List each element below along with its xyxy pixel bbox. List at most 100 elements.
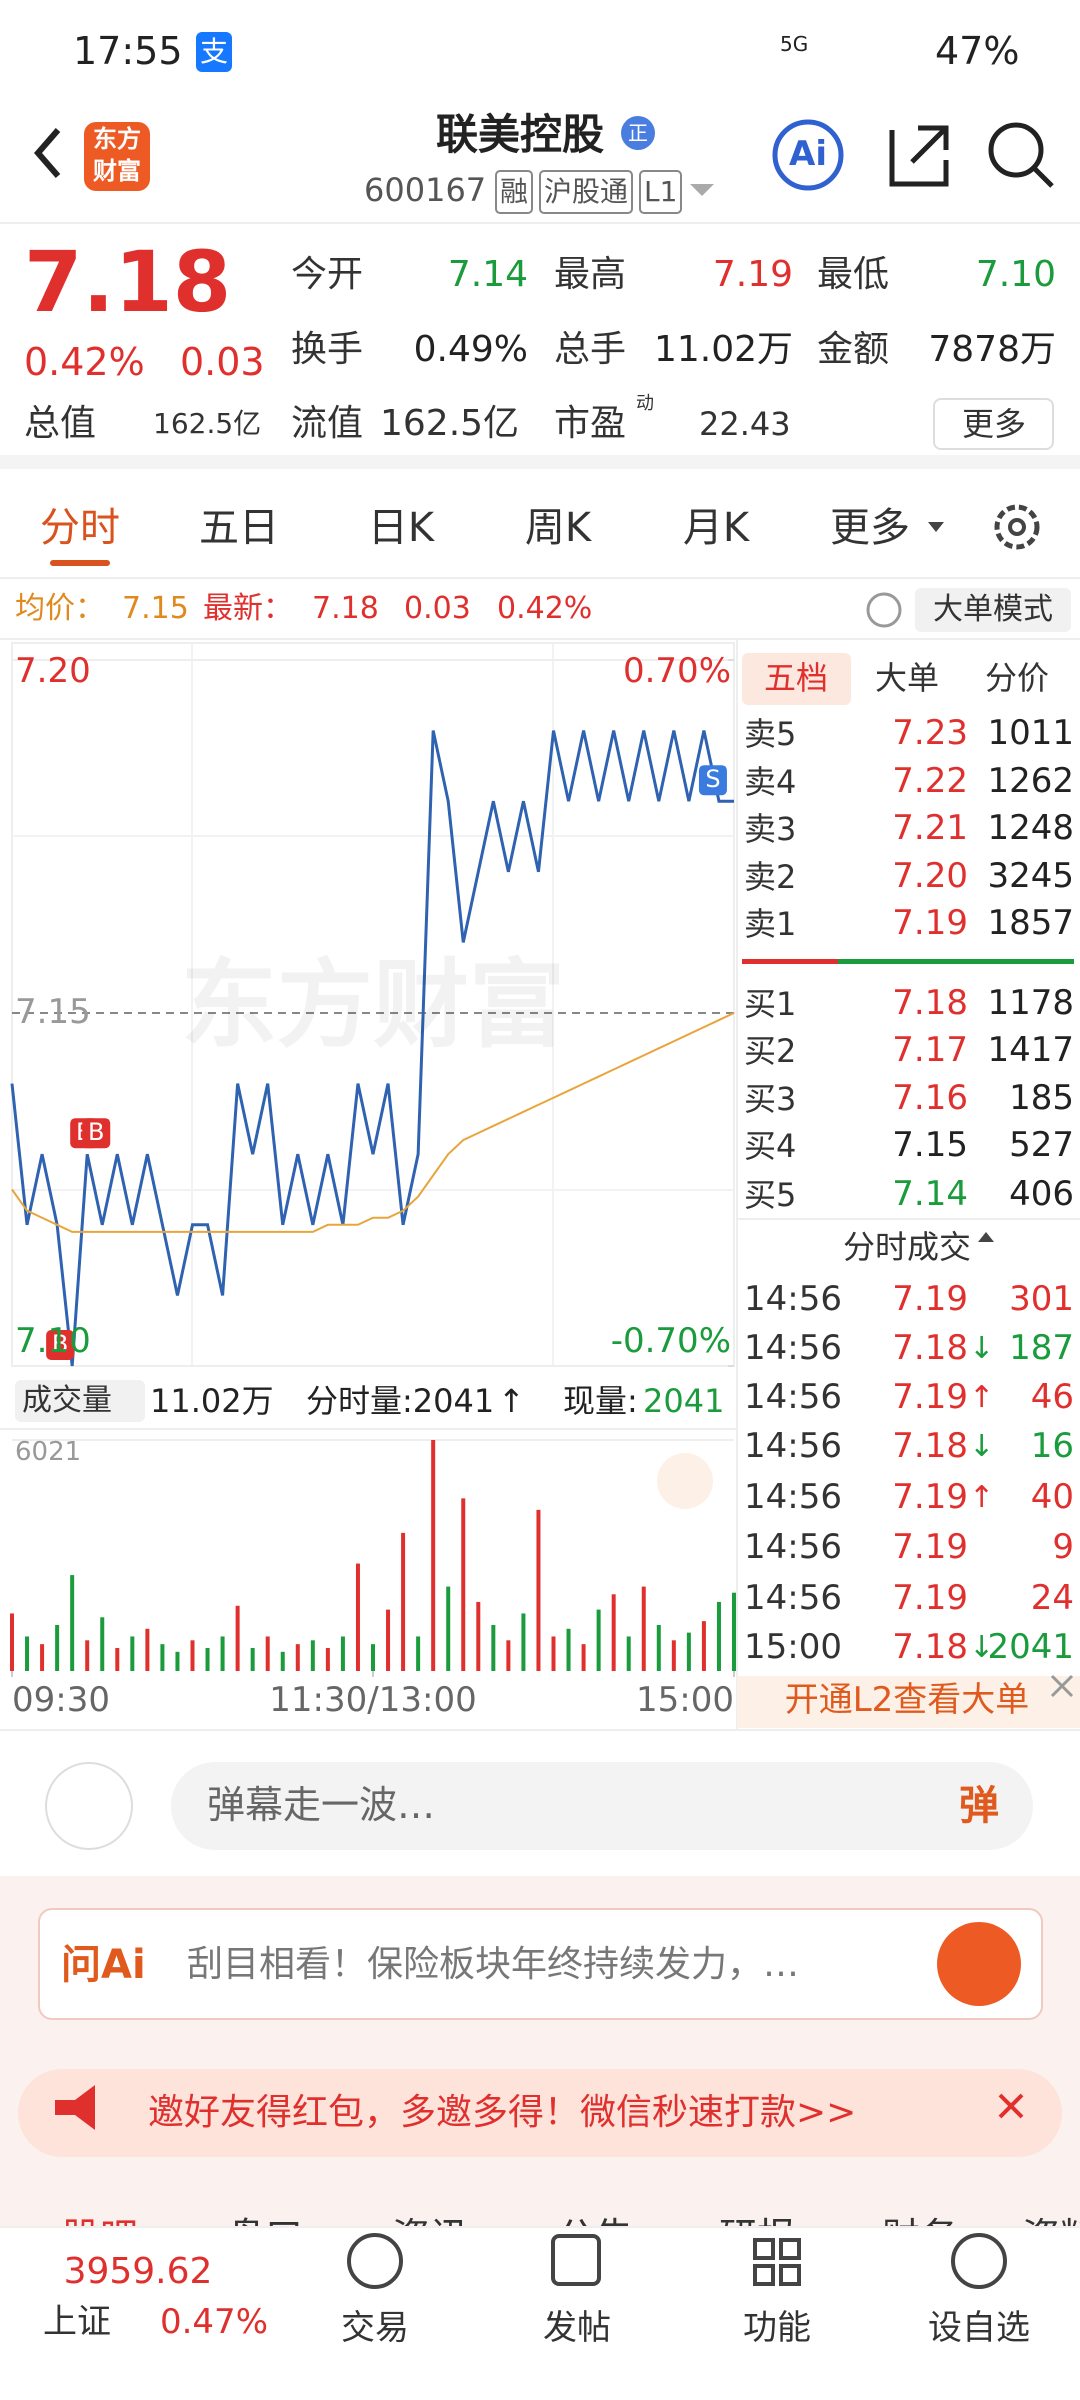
danmaku-button[interactable]: 弹 — [959, 1783, 999, 1829]
field-label: 总手 — [554, 328, 627, 370]
mode-label[interactable]: 大单模式 — [933, 592, 1053, 627]
trade-arrow: ↓ — [969, 1429, 995, 1464]
last-price: 7.18 — [24, 233, 232, 332]
orderbook-label: 卖4 — [744, 762, 797, 801]
more-button[interactable] — [933, 398, 1054, 450]
trade-time: 14:56 — [744, 1477, 842, 1518]
nav-item[interactable]: 发帖 — [543, 2308, 611, 2349]
function-icon[interactable] — [753, 2238, 801, 2286]
period-tab[interactable]: 分时 — [40, 505, 120, 551]
volume-bar — [100, 1617, 105, 1671]
ai-label[interactable]: Ai — [789, 134, 827, 175]
volume-bar — [355, 1563, 360, 1671]
ai-button[interactable] — [772, 119, 844, 191]
tick-volume: 分时量:2041 — [306, 1381, 495, 1420]
orderbook-price: 7.20 — [892, 856, 968, 897]
y-tick-label: 7.20 — [15, 651, 91, 692]
post-icon[interactable] — [551, 2234, 601, 2286]
promo-close[interactable] — [1050, 1674, 1074, 1698]
ai-bar[interactable] — [38, 1908, 1043, 2020]
volume-bar — [295, 1644, 300, 1671]
trade-time: 15:00 — [744, 1627, 842, 1668]
trade-time: 14:56 — [744, 1328, 842, 1369]
stock-tag: 沪股通 — [539, 170, 634, 214]
orderbook-volume: 185 — [1009, 1078, 1074, 1119]
legend-label: 最新： — [203, 591, 293, 626]
legend-value: 0.03 — [404, 591, 471, 626]
search-button[interactable] — [988, 122, 1044, 178]
period-tab[interactable]: 月K — [682, 505, 750, 551]
volume-bar — [70, 1575, 75, 1671]
more-label[interactable]: 更多 — [961, 404, 1026, 443]
period-tab[interactable]: 五日 — [199, 505, 279, 551]
banner-text[interactable]: 邀好友得红包，多邀多得！微信秒速打款>> — [148, 2091, 857, 2133]
legend-value: 7.15 — [122, 591, 189, 626]
nav-item[interactable]: 设自选 — [928, 2308, 1030, 2349]
trade-volume: 24 — [1030, 1578, 1074, 1619]
orderbook-tab[interactable]: 五档 — [763, 658, 828, 697]
promo-bg[interactable] — [737, 1676, 1080, 1728]
trade-icon[interactable] — [347, 2233, 403, 2289]
x-tick-label: 09:30 — [12, 1680, 110, 1721]
price-line — [10, 730, 734, 1367]
volume-bar — [551, 1636, 556, 1671]
orderbook-price: 7.21 — [892, 808, 968, 849]
volume-bar — [371, 1644, 375, 1671]
comment-placeholder[interactable]: 弹幕走一波… — [207, 1783, 436, 1828]
orderbook-tab-active[interactable] — [742, 653, 851, 705]
volume-bar — [280, 1651, 285, 1671]
help-button[interactable] — [866, 592, 902, 628]
volume-total: 11.02万 — [150, 1381, 274, 1420]
nav-item[interactable]: 交易 — [341, 2308, 409, 2349]
volume-selector[interactable] — [15, 1380, 145, 1422]
divider — [0, 1428, 737, 1430]
period-tab[interactable]: 周K — [524, 505, 592, 551]
volume-selector-label[interactable]: 成交量 — [22, 1383, 112, 1418]
status-network: 5G — [780, 32, 809, 56]
nav-item[interactable]: 功能 — [743, 2308, 811, 2349]
volume-bar — [732, 1592, 736, 1671]
volume-bar — [566, 1628, 571, 1671]
ai-prompt[interactable]: 刮目相看！保险板块年终持续发力，… — [187, 1943, 800, 1985]
field-label: 流值 — [291, 402, 364, 444]
expand-button[interactable] — [657, 1453, 713, 1509]
settings-center — [1008, 518, 1026, 536]
volume-bar — [401, 1532, 406, 1671]
ai-go-button[interactable] — [937, 1922, 1021, 2006]
trade-marker — [46, 1330, 75, 1360]
dropdown-arrow[interactable] — [690, 184, 714, 196]
field-value: 22.43 — [699, 404, 791, 443]
orderbook-tab[interactable]: 大单 — [874, 658, 939, 697]
orderbook-price: 7.18 — [892, 983, 968, 1024]
share-button[interactable] — [889, 125, 949, 187]
settings-button[interactable] — [994, 504, 1040, 550]
change-pct: 0.42% — [24, 340, 145, 385]
trade-price: 7.19 — [892, 1527, 968, 1568]
back-button[interactable] — [34, 128, 61, 178]
banner[interactable] — [18, 2069, 1062, 2157]
watchlist-icon[interactable] — [951, 2233, 1007, 2289]
orderbook-tab[interactable]: 分价 — [984, 658, 1049, 697]
banner-close[interactable] — [998, 2093, 1024, 2119]
volume-bar — [386, 1609, 391, 1671]
volume-bar — [671, 1640, 676, 1671]
trade-volume: 40 — [1030, 1477, 1074, 1518]
trades-toggle[interactable] — [978, 1232, 994, 1242]
volume-bar — [626, 1636, 631, 1671]
trade-price: 7.18 — [892, 1627, 968, 1668]
divider — [0, 638, 1080, 640]
l2-promo[interactable]: 开通L2查看大单 — [784, 1680, 1030, 1721]
comment-icon[interactable] — [45, 1762, 133, 1850]
period-tab[interactable]: 更多 — [830, 505, 910, 551]
orderbook-price: 7.22 — [892, 761, 968, 802]
orderbook-price: 7.15 — [892, 1125, 968, 1166]
ai-logo: 问Ai — [61, 1942, 146, 1988]
volume-bar — [235, 1605, 240, 1671]
trade-price: 7.19 — [892, 1279, 968, 1320]
period-tab[interactable]: 日K — [367, 505, 435, 551]
comment-input[interactable] — [171, 1762, 1033, 1850]
mode-button[interactable] — [915, 588, 1071, 632]
legend-value: 7.18 — [312, 591, 379, 626]
orderbook-label: 买1 — [744, 984, 797, 1023]
